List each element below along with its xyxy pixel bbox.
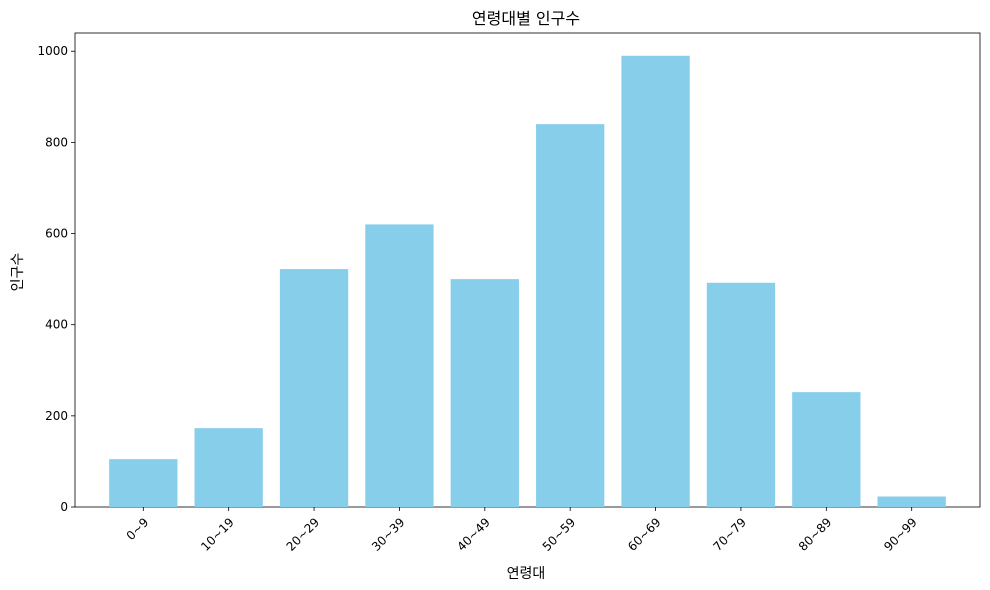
bar-90~99 (877, 496, 946, 507)
bars-group (109, 55, 946, 508)
x-tick-label: 50~59 (540, 515, 579, 554)
x-tick-label: 80~89 (796, 515, 835, 554)
x-tick-label: 0~9 (124, 515, 152, 543)
y-tick-label: 800 (45, 135, 68, 149)
y-tick-label: 1000 (37, 44, 68, 58)
x-tick-label: 40~49 (454, 515, 493, 554)
bar-30~39 (365, 224, 434, 508)
y-tick-label: 400 (45, 318, 68, 332)
y-tick-label: 600 (45, 227, 68, 241)
plot-area (74, 32, 981, 508)
y-tick-label: 0 (60, 500, 68, 514)
chart-title: 연령대별 인구수 (472, 9, 580, 28)
bar-10~19 (194, 428, 263, 507)
bar-60~69 (621, 55, 690, 507)
bar-40~49 (450, 279, 519, 507)
x-tick-label: 70~79 (710, 515, 749, 554)
x-tick-label: 20~29 (284, 515, 323, 554)
y-axis-label: 인구수 (10, 253, 26, 292)
x-tick-label: 10~19 (198, 515, 237, 554)
x-tick-label: 60~69 (625, 515, 664, 554)
y-tick-label: 200 (45, 409, 68, 423)
bar-20~29 (279, 269, 349, 507)
bar-50~59 (536, 124, 605, 508)
bar-70~79 (706, 282, 776, 507)
y-axis: 0 200 400 600 800 1000 (37, 44, 75, 514)
bar-0~9 (109, 459, 178, 507)
x-axis: 0~9 10~19 20~29 30~39 40~49 50~59 60~69 70~79 80… (124, 507, 920, 554)
x-tick-label: 30~39 (369, 515, 408, 554)
x-tick-label: 90~99 (881, 515, 920, 554)
x-axis-label: 연령대 (507, 566, 546, 582)
plot-frame (74, 32, 981, 508)
bar-80~89 (792, 392, 861, 507)
